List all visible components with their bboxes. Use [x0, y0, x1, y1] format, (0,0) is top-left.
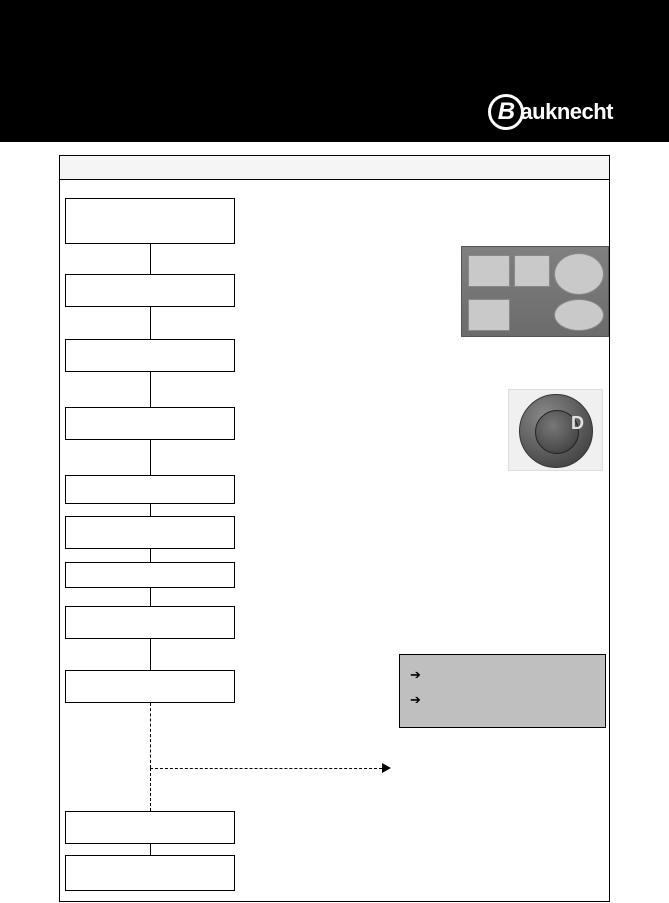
cap-outer: D [519, 394, 593, 468]
flow-step-b4 [65, 407, 235, 440]
brand-name: auknecht [520, 99, 613, 125]
brand-initial: B [488, 94, 524, 130]
flow-step-b7 [65, 562, 235, 588]
title-bar [59, 155, 610, 180]
flow-step-b6 [65, 516, 235, 549]
connector-5 [150, 549, 151, 562]
dispenser-photo [461, 246, 609, 337]
flow-step-b3 [65, 339, 235, 372]
dispenser-compartment-3 [468, 299, 510, 331]
flow-step-b9 [65, 670, 235, 703]
cap-photo: D [508, 389, 603, 471]
flow-step-b1 [65, 198, 235, 244]
content-area: ➔ ➔ D [59, 155, 610, 902]
flow-step-b11 [65, 855, 235, 891]
dispenser-compartment-2 [554, 253, 604, 295]
connector-0 [150, 244, 151, 274]
flow-step-b10 [65, 811, 235, 844]
connector-8 [150, 844, 151, 855]
connector-7 [150, 639, 151, 670]
flowchart-panel: ➔ ➔ D [59, 180, 610, 902]
dashed-connector-v1 [150, 703, 151, 768]
connector-6 [150, 588, 151, 606]
dashed-arrow-right [382, 763, 391, 773]
brand-logo: B auknecht [488, 94, 613, 130]
dispenser-compartment-1 [514, 255, 550, 287]
connector-3 [150, 440, 151, 475]
dashed-connector-h [150, 768, 382, 769]
dispenser-compartment-4 [554, 299, 604, 331]
note-item-1: ➔ [410, 663, 595, 688]
page-header: B auknecht [0, 0, 669, 142]
flow-step-b2 [65, 274, 235, 307]
dashed-connector-v2 [150, 768, 151, 811]
connector-4 [150, 504, 151, 516]
connector-1 [150, 307, 151, 339]
flow-step-b5 [65, 475, 235, 504]
connector-2 [150, 372, 151, 407]
dispenser-compartment-0 [468, 255, 510, 287]
flow-step-b8 [65, 606, 235, 639]
cap-label-d: D [571, 413, 584, 434]
note-item-2: ➔ [410, 688, 595, 713]
note-box: ➔ ➔ [399, 654, 606, 728]
